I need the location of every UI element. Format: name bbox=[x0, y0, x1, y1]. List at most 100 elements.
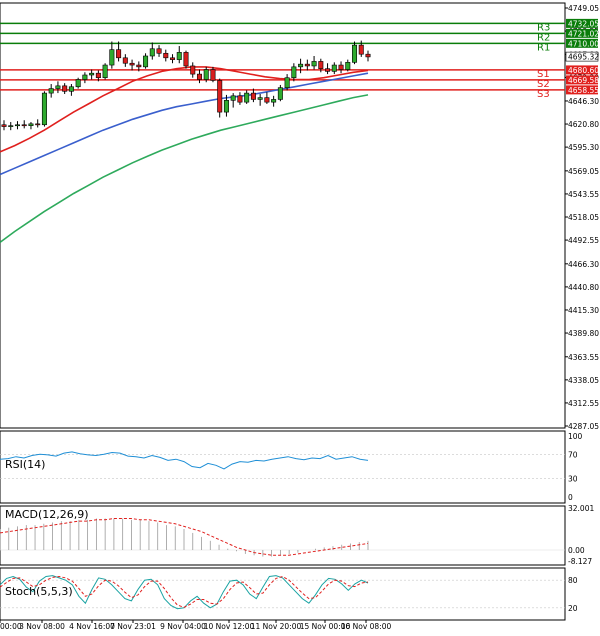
macd-pane-frame bbox=[0, 505, 566, 566]
candle-body bbox=[325, 68, 331, 72]
rsi-tick-label: 70 bbox=[568, 450, 578, 459]
candle-body bbox=[68, 86, 74, 92]
x-tick-label: 10 Nov 12:00 bbox=[204, 622, 255, 631]
moving-average-line bbox=[0, 72, 369, 176]
candle-body bbox=[1, 124, 7, 127]
candle bbox=[223, 94, 229, 117]
y-tick-label: 4518.05 bbox=[568, 213, 599, 222]
candle bbox=[190, 62, 196, 78]
level-value-s3: 4658.55 bbox=[568, 86, 599, 95]
candle-body bbox=[149, 48, 155, 57]
candle bbox=[311, 55, 317, 70]
candle-body bbox=[183, 52, 189, 67]
y-tick-label: 4363.55 bbox=[568, 353, 599, 362]
candle-body bbox=[217, 80, 223, 113]
candle bbox=[122, 54, 128, 67]
level-value-s2: 4669.58 bbox=[568, 76, 599, 85]
y-tick-label: 4646.30 bbox=[568, 97, 599, 106]
level-value-r2: 4721.02 bbox=[568, 29, 599, 38]
candle bbox=[365, 50, 371, 62]
y-tick-label: 4338.05 bbox=[568, 376, 599, 385]
candle bbox=[291, 63, 297, 82]
level-badge-s1 bbox=[566, 65, 598, 75]
candle-body bbox=[8, 125, 14, 127]
candle-body bbox=[170, 57, 176, 60]
y-tick-label: 4749.05 bbox=[568, 4, 599, 13]
candle-body bbox=[21, 124, 27, 127]
candle-body bbox=[237, 95, 243, 103]
candle-body bbox=[365, 53, 371, 58]
y-tick-label: 4312.55 bbox=[568, 399, 599, 408]
y-tick-label: 4620.80 bbox=[568, 120, 599, 129]
candle-body bbox=[284, 77, 290, 88]
candle bbox=[116, 41, 122, 62]
candle bbox=[163, 49, 169, 62]
candle bbox=[55, 81, 61, 94]
y-tick-label: 4595.30 bbox=[568, 143, 599, 152]
stoch-tick-label: 80 bbox=[568, 576, 578, 585]
candle bbox=[325, 63, 331, 75]
candle-body bbox=[298, 63, 304, 68]
candle bbox=[237, 92, 243, 105]
candle bbox=[210, 66, 216, 83]
y-tick-label: 4543.55 bbox=[568, 190, 599, 199]
candle bbox=[277, 84, 283, 102]
y-tick-label: 4415.30 bbox=[568, 306, 599, 315]
candle bbox=[109, 41, 115, 69]
candle-body bbox=[271, 99, 277, 103]
y-tick-label: 4569.05 bbox=[568, 167, 599, 176]
candle-body bbox=[35, 123, 41, 126]
rsi-label: RSI(14) bbox=[5, 458, 45, 471]
moving-average-line bbox=[0, 66, 369, 153]
candle bbox=[41, 91, 47, 127]
macd-label: MACD(12,26,9) bbox=[5, 508, 89, 521]
candle bbox=[358, 40, 364, 57]
candle bbox=[170, 54, 176, 64]
candle-body bbox=[291, 66, 297, 79]
candle bbox=[217, 78, 223, 118]
candle bbox=[183, 50, 189, 69]
level-badge-s2 bbox=[566, 75, 598, 85]
candle-body bbox=[109, 49, 115, 66]
x-tick-label: 3 Nov 08:00 bbox=[19, 622, 65, 631]
level-value-r1: 4710.00 bbox=[568, 39, 599, 48]
candle bbox=[264, 92, 270, 104]
level-name-s1: S1 bbox=[537, 69, 550, 80]
level-name-s3: S3 bbox=[537, 89, 550, 100]
candle-body bbox=[358, 44, 364, 55]
level-badge-r1 bbox=[566, 38, 598, 48]
price-pane-frame bbox=[0, 2, 566, 429]
candle bbox=[298, 58, 304, 74]
candle-body bbox=[62, 85, 68, 92]
candle-body bbox=[257, 97, 263, 100]
candle-body bbox=[176, 52, 182, 60]
level-name-r2: R2 bbox=[537, 32, 550, 43]
candle bbox=[230, 93, 236, 108]
candle bbox=[62, 83, 68, 94]
level-name-s2: S2 bbox=[537, 79, 550, 90]
candle-body bbox=[28, 123, 34, 126]
x-tick-label: 11 Nov 20:00 bbox=[251, 622, 302, 631]
candle bbox=[250, 88, 256, 103]
candle bbox=[28, 122, 34, 130]
candle bbox=[318, 58, 324, 73]
candle-body bbox=[41, 92, 47, 126]
candle-body bbox=[304, 63, 310, 67]
candle bbox=[89, 69, 95, 80]
candle bbox=[352, 41, 358, 65]
level-badge-r3 bbox=[566, 18, 598, 28]
candle bbox=[48, 84, 54, 98]
candle-body bbox=[196, 73, 202, 80]
current-price-badge bbox=[565, 51, 599, 62]
rsi-tick-label: 30 bbox=[568, 475, 578, 484]
candle bbox=[95, 70, 101, 82]
candle-body bbox=[163, 52, 169, 59]
level-name-r1: R1 bbox=[537, 42, 550, 53]
candle bbox=[244, 90, 250, 104]
candle-body bbox=[338, 64, 344, 70]
candle bbox=[136, 61, 142, 72]
candle bbox=[75, 77, 81, 89]
candle-body bbox=[82, 74, 88, 80]
candle bbox=[284, 74, 290, 91]
candle bbox=[304, 59, 310, 71]
